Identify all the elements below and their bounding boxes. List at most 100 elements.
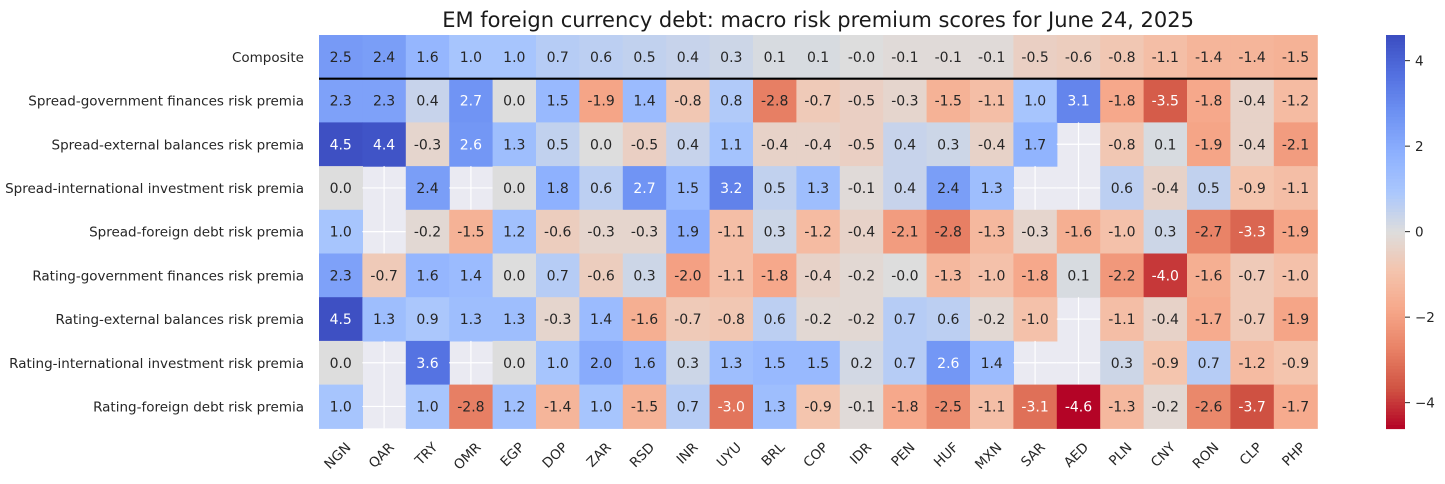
colorbar-segment [1386,415,1405,420]
cell-value-label: -2.7 [1195,225,1222,241]
cell-value-label: -3.1 [1021,399,1048,415]
heatmap-cell [1013,122,1058,167]
cell-value-label: 1.5 [764,356,786,372]
heatmap-cell [1013,209,1058,255]
colorbar-segment [1386,116,1405,122]
colorbar-segment [1386,277,1405,282]
colorbar-segment [1386,323,1405,328]
cell-value-label: 1.3 [503,312,525,328]
cell-value-label: 0.3 [1154,225,1176,241]
cell-value-label: -0.1 [935,50,962,66]
colorbar-segment [1386,35,1405,40]
heatmap-cell [1230,166,1275,211]
heatmap-cell [405,297,450,342]
colorbar-segment [1386,175,1405,181]
colorbar-segment [1386,244,1405,249]
colorbar-segment [1386,208,1405,213]
cell-value-label: -0.7 [370,268,397,284]
heatmap-cell [1187,209,1231,255]
heatmap-cell [449,122,494,167]
cell-value-label: 0.7 [547,50,569,66]
cell-value-label: 1.3 [720,356,742,372]
colorbar-segment [1386,411,1405,416]
colorbar-segment [1386,44,1405,49]
cell-value-label: 1.0 [416,399,438,415]
heatmap-cell [405,78,450,123]
heatmap-cell [492,35,537,80]
colorbar-segment [1386,362,1405,367]
colorbar-segment [1386,103,1405,108]
heatmap-cell [883,297,928,342]
colorbar-segment [1386,54,1405,59]
heatmap-cell [492,384,537,429]
cell-value-label: -1.5 [457,225,484,241]
colorbar-segment [1386,333,1405,338]
heatmap-cell [1187,384,1231,429]
colorbar-segment [1386,264,1405,269]
heatmap-cell [1013,35,1058,80]
colorbar-segment [1386,87,1405,92]
heatmap-cell [883,122,928,167]
heatmap-cell [1100,340,1145,386]
colorbar-segment [1386,211,1405,217]
cell-value-label: 0.1 [1067,268,1089,284]
heatmap-cell [1230,384,1275,429]
cell-value-label: 0.0 [503,356,525,372]
cell-value-label: 1.6 [416,268,438,284]
row-label: Rating-government finances risk premia [32,268,304,284]
column-label: SAR [1018,440,1049,471]
heatmap-cell [1230,78,1275,123]
heatmap-cell [926,297,971,342]
heatmap-cell [753,340,797,386]
cell-value-label: 0.0 [590,137,612,153]
cell-value-label: 0.5 [547,137,569,153]
colorbar-segment [1386,48,1405,53]
heatmap-cell [926,384,971,429]
heatmap-cell [536,340,580,386]
heatmap-cell [319,253,363,298]
heatmap-cell [1143,297,1188,342]
cell-value-label: 1.6 [633,356,655,372]
cell-value-label: 0.9 [416,312,438,328]
heatmap-cell [883,166,928,211]
cell-value-label: -1.8 [891,399,918,415]
cell-value-label: 1.0 [330,399,352,415]
cell-value-label: 0.1 [764,50,786,66]
row-label: Spread-external balances risk premia [52,137,304,153]
cell-value-label: -0.8 [1108,50,1135,66]
heatmap-cell [319,384,363,429]
cell-value-label: 2.3 [330,268,352,284]
heatmap-cell [753,384,797,429]
cell-value-label: 0.6 [1111,181,1133,197]
cell-value-label: 1.4 [460,268,482,284]
cell-value-label: 1.5 [807,356,829,372]
colorbar-segment [1386,418,1405,423]
cell-value-label: -2.8 [761,94,788,110]
heatmap-cell [1187,166,1231,211]
cell-value-label: -0.5 [1021,50,1048,66]
heatmap-cell [1013,297,1058,342]
cell-value-label: -0.3 [587,225,614,241]
heatmap-cell [1143,253,1188,298]
cell-value-label: -1.0 [978,268,1005,284]
cell-value-label: -1.4 [544,399,571,415]
heatmap-cell [319,122,363,167]
heatmap-cell [709,384,754,429]
cell-value-label: 1.0 [330,225,352,241]
heatmap-cell [579,297,624,342]
column-label: EGP [497,440,528,471]
heatmap-cell [883,253,928,298]
cell-value-label: 0.3 [720,50,742,66]
cell-value-label: 1.3 [503,137,525,153]
colorbar-segment [1386,248,1405,253]
cell-value-label: -3.5 [1152,94,1179,110]
heatmap-cell [319,166,363,211]
cell-value-label: -0.4 [1152,181,1179,197]
cell-value-label: -1.4 [1238,50,1265,66]
heatmap-cell [622,384,667,429]
heatmap-cell [839,384,884,429]
heatmap-cell [839,166,884,211]
colorbar-segment [1386,372,1405,377]
column-label: BRL [758,439,788,469]
colorbar-segment [1386,395,1405,400]
